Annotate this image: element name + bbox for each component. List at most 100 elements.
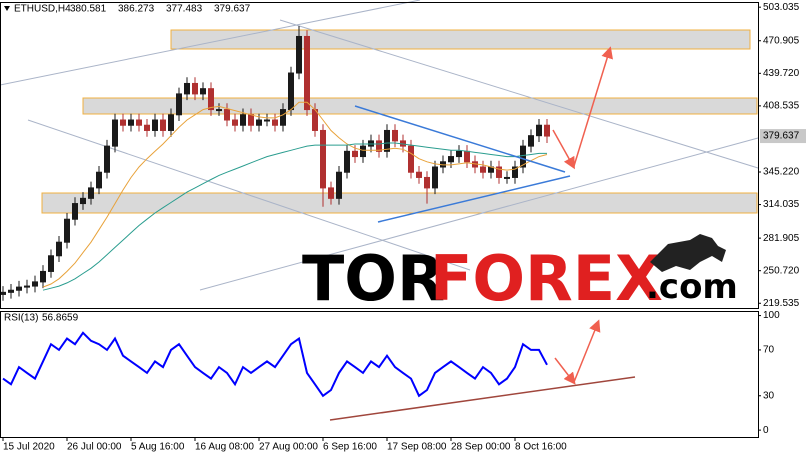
watermark-text: .com xyxy=(646,267,738,307)
trend-line xyxy=(199,137,759,291)
candle-body xyxy=(176,93,182,116)
candle-body xyxy=(264,119,270,122)
x-tick-label: 26 Jul 00:00 xyxy=(67,442,122,453)
candle-body xyxy=(88,187,94,199)
candle-body xyxy=(152,119,158,131)
watermark-text: TOR xyxy=(302,242,445,315)
y-tick-label: 439.720 xyxy=(763,68,800,79)
y-tick-label: 30 xyxy=(763,390,775,401)
candle-body xyxy=(184,82,190,95)
candle-body xyxy=(40,270,46,283)
candle-body xyxy=(224,109,230,121)
wedge-line xyxy=(377,175,571,223)
candle-body xyxy=(64,218,70,243)
candle-body xyxy=(504,176,510,179)
rsi-panel-frame xyxy=(0,311,759,438)
watermark: TOR FOREX .com xyxy=(302,234,738,315)
y-tick-label: 100 xyxy=(763,310,780,321)
candle-body xyxy=(256,119,262,126)
x-tick-label: 5 Aug 16:00 xyxy=(131,442,185,453)
candle-body xyxy=(448,156,454,163)
indicator-line xyxy=(42,101,548,288)
candle-body xyxy=(280,109,286,126)
candle-body xyxy=(536,124,542,137)
candle-body xyxy=(32,281,38,287)
candle-body xyxy=(456,150,462,158)
candle-body xyxy=(408,145,414,173)
candle-body xyxy=(200,88,206,95)
candle-body xyxy=(216,109,222,112)
candle-body xyxy=(240,114,246,126)
bull-logo xyxy=(650,234,726,272)
candle-body xyxy=(232,119,238,126)
header-value: 377.483 xyxy=(166,4,203,15)
candle-body xyxy=(416,171,422,178)
y-tick-label: 219.535 xyxy=(763,298,800,309)
x-tick-label: 28 Sep 00:00 xyxy=(451,442,511,453)
indicator-line xyxy=(2,331,548,398)
candle-body xyxy=(496,166,502,178)
candle-body xyxy=(0,291,6,295)
plot xyxy=(0,26,550,398)
symbol-icon xyxy=(4,6,10,11)
candle-body xyxy=(512,166,518,178)
candle-body xyxy=(168,114,174,131)
candle-body xyxy=(528,135,534,147)
candle-body xyxy=(8,289,14,293)
candle-body xyxy=(296,35,302,74)
y-tick-label: 408.535 xyxy=(763,101,800,112)
candle-body xyxy=(96,171,102,189)
symbol-title: ETHUSD,H4 xyxy=(14,4,71,15)
y-tick-label: 503.035 xyxy=(763,2,800,13)
trend-line xyxy=(279,19,759,169)
watermark-text: FOREX xyxy=(430,242,663,315)
forecast-arrow xyxy=(552,129,575,170)
candle-body xyxy=(192,82,198,95)
candle-body xyxy=(464,150,470,163)
candle-body xyxy=(352,150,358,158)
annotations xyxy=(329,46,636,421)
candle-body xyxy=(120,119,126,126)
rsi-current-value: 56.8659 xyxy=(42,313,79,324)
candle-body xyxy=(80,197,86,205)
candle-body xyxy=(128,119,134,126)
x-tick-label: 27 Aug 00:00 xyxy=(259,442,318,453)
support-zone xyxy=(41,192,758,214)
y-tick-label: 70 xyxy=(763,345,775,356)
candle-body xyxy=(248,114,254,126)
y-tick-label: 470.905 xyxy=(763,35,800,46)
x-tick-label: 15 Jul 2020 xyxy=(3,442,55,453)
y-tick-label: 0 xyxy=(763,425,769,436)
candle-body xyxy=(16,286,22,291)
candle-body xyxy=(328,187,334,199)
y-tick-label: 281.905 xyxy=(763,233,800,244)
candle-body xyxy=(136,119,142,126)
candle-body xyxy=(376,140,382,152)
x-tick-label: 16 Aug 08:00 xyxy=(195,442,254,453)
candle-body xyxy=(208,88,214,111)
candle-body xyxy=(112,119,118,147)
wedge-line xyxy=(354,105,566,173)
indicator-line xyxy=(42,142,547,291)
candle-body xyxy=(544,124,550,137)
candle-body xyxy=(360,145,366,158)
candle-body xyxy=(336,171,342,199)
trend-line xyxy=(27,119,471,271)
header-value: 380.581 xyxy=(70,4,107,15)
y-tick-label: 314.035 xyxy=(763,199,800,210)
candle-body xyxy=(320,129,326,189)
candle-body xyxy=(480,166,486,173)
candle-body xyxy=(432,166,438,189)
candle-body xyxy=(288,72,294,111)
header-value: 379.637 xyxy=(214,4,251,15)
candle-body xyxy=(104,145,110,173)
x-tick-label: 6 Sep 16:00 xyxy=(323,442,377,453)
candle-body xyxy=(392,129,398,142)
price-panel-frame xyxy=(0,2,759,309)
candle-body xyxy=(272,119,278,126)
candle-body xyxy=(520,145,526,168)
candle-body xyxy=(344,150,350,173)
candle-body xyxy=(304,35,310,111)
